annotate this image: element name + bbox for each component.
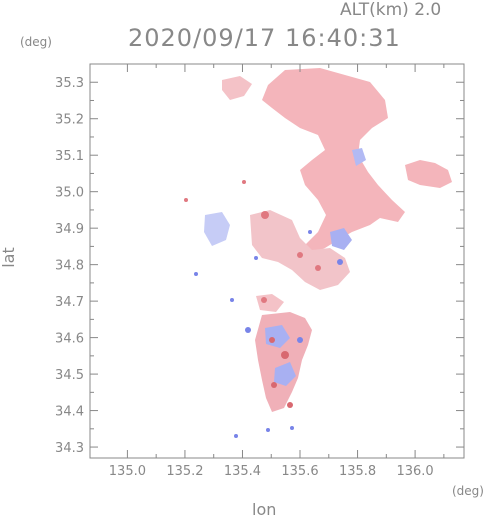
x-tick-label: 135.0 xyxy=(109,464,146,479)
pos-speckle xyxy=(261,297,267,303)
neg-speckle xyxy=(194,272,198,276)
y-tick-label: 35.0 xyxy=(55,186,84,201)
pos-speckle xyxy=(281,351,289,359)
pos-speckle xyxy=(315,265,321,271)
plot-frame xyxy=(89,63,465,459)
y-tick-label: 34.4 xyxy=(55,405,84,420)
y-tick-label: 34.6 xyxy=(55,332,84,347)
plot-timestamp: 2020/09/17 16:40:31 xyxy=(128,24,401,52)
echo-region-upper-left xyxy=(222,76,252,100)
neg-echo-east-edge xyxy=(352,148,366,166)
neg-speckle xyxy=(266,428,270,432)
neg-speckle xyxy=(297,337,303,343)
y-tick-label: 34.3 xyxy=(55,441,84,456)
x-axis-title: lon xyxy=(252,500,277,519)
y-axis-unit: (deg) xyxy=(20,35,52,49)
y-tick-label: 35.3 xyxy=(55,76,84,91)
neg-echo-central xyxy=(330,228,352,250)
y-tick-label: 34.8 xyxy=(55,259,84,274)
neg-speckle xyxy=(337,259,343,265)
pos-speckle xyxy=(261,211,269,219)
y-axis-ticks: 35.3 35.2 35.1 35.0 34.9 34.8 34.7 34.6 34.5 34.4… xyxy=(55,76,464,456)
pos-speckle xyxy=(297,252,303,258)
x-tick-label: 135.4 xyxy=(224,464,261,479)
y-tick-label: 34.5 xyxy=(55,368,84,383)
echo-region-central xyxy=(250,210,350,290)
x-tick-label: 135.8 xyxy=(339,464,376,479)
pos-speckle xyxy=(271,382,277,388)
neg-echo-west xyxy=(204,212,230,246)
x-tick-label: 135.6 xyxy=(281,464,318,479)
pos-speckle xyxy=(287,402,293,408)
pos-speckle xyxy=(269,337,275,343)
pos-speckle xyxy=(184,198,188,202)
altitude-label: ALT(km) 2.0 xyxy=(340,0,442,20)
neg-speckle xyxy=(290,426,294,430)
pos-speckle xyxy=(242,180,246,184)
neg-speckle xyxy=(254,256,258,260)
y-tick-label: 35.1 xyxy=(55,149,84,164)
echo-region-east xyxy=(405,160,452,188)
x-tick-label: 135.2 xyxy=(166,464,203,479)
y-tick-label: 34.9 xyxy=(55,222,84,237)
x-tick-label: 136.0 xyxy=(396,464,433,479)
echo-region-south xyxy=(255,312,312,412)
x-axis-unit: (deg) xyxy=(452,484,484,498)
neg-speckle xyxy=(308,230,312,234)
y-tick-label: 34.7 xyxy=(55,295,84,310)
neg-speckle xyxy=(245,327,251,333)
neg-echo-south-2 xyxy=(274,362,296,386)
y-tick-label: 35.2 xyxy=(55,113,84,128)
echo-field xyxy=(184,68,452,438)
x-axis-ticks: 135.0 135.2 135.4 135.6 135.8 136.0 xyxy=(109,64,445,479)
echo-region-south-mid xyxy=(256,294,284,312)
neg-speckle xyxy=(230,298,234,302)
neg-speckle xyxy=(234,434,238,438)
echo-region-north xyxy=(262,68,405,255)
